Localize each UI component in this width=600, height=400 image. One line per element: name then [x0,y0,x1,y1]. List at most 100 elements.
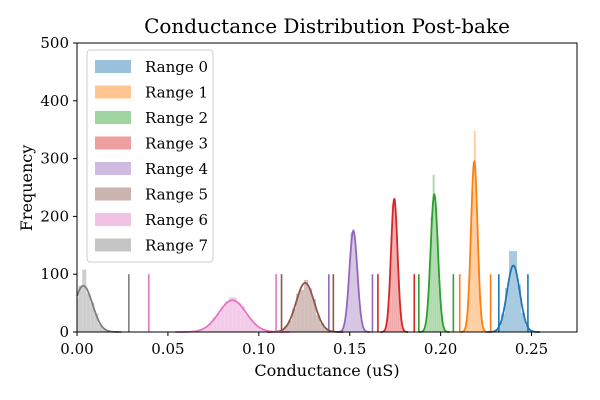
histogram-bar [397,279,400,332]
histogram-bar [440,314,443,332]
legend-swatch [95,136,131,150]
y-tick-label: 0 [59,323,69,341]
histogram-bar [228,297,233,332]
histogram-bar [236,302,241,332]
y-tick-label: 200 [40,207,69,225]
legend-label: Range 7 [145,237,208,255]
legend-box [86,49,214,263]
plot-area [76,130,541,333]
legend-swatch [95,111,131,124]
histogram-range-4 [340,229,367,332]
y-tick-label: 500 [40,34,69,52]
histogram-bar [252,323,257,332]
histogram-bar [77,297,79,332]
legend-label: Range 6 [145,211,208,229]
histogram-bar [399,312,402,332]
histogram-bar [98,324,103,332]
x-tick-label: 0.10 [242,340,275,358]
histogram-bar [90,302,95,332]
legend-label: Range 2 [145,109,208,127]
histogram-bar [521,312,525,332]
y-tick-label: 300 [40,150,69,168]
histogram-bar [232,297,237,332]
histogram-bar [82,269,87,332]
histogram-bar [296,293,301,332]
x-tick-label: 0.00 [60,340,93,358]
histogram-bar [471,191,474,332]
histogram-bar [244,314,249,332]
kde-curve-range-6 [175,299,290,333]
histogram-bar [320,323,325,332]
histogram-bar [312,298,317,332]
y-tick-label: 100 [40,265,69,283]
histogram-bar [216,313,221,332]
histogram-bar [501,313,505,332]
histogram-bar [300,289,305,332]
x-tick-label: 0.25 [515,340,548,358]
histogram-bar [473,130,476,332]
histogram-bar [513,251,517,332]
y-tick-label: 400 [40,92,69,110]
histogram-bar [477,260,480,332]
kde-curve-range-0 [486,264,541,333]
legend-swatch [95,238,131,252]
histogram-bar [284,326,289,332]
histogram-bar [475,201,478,332]
histogram-bar [426,306,429,332]
histogram-bar [200,329,205,332]
histogram-bar [94,313,99,332]
histogram-bar [86,293,91,332]
histogram-range-7 [77,269,111,332]
histogram-bar [393,199,396,332]
histogram-bar [395,236,398,332]
histogram-bar [358,304,361,332]
x-axis: 0.00 0.05 0.10 0.15 0.20 0.25 [60,332,548,358]
histogram-bar [438,289,441,332]
histogram-bar [224,301,229,332]
histogram-bar [352,229,355,332]
legend: Range 0 Range 1 Range 2 Range 3 Range 4 Range… [86,49,214,263]
histogram-bar [465,320,468,332]
histogram-bar [354,245,357,332]
legend-label: Range 1 [145,84,208,102]
histogram-bar [102,328,107,332]
kde-curve-range-4 [336,229,371,333]
histogram-bar [387,301,390,332]
histogram-bar [260,329,265,332]
histogram-bar [356,270,359,332]
histogram-bar [505,288,509,332]
legend-label: Range 4 [145,160,208,178]
histogram-bar [424,324,427,332]
legend-swatch [95,213,131,226]
histogram-bar [517,284,521,332]
kde-curve-range-3 [380,197,409,333]
chart-title: Conductance Distribution Post-bake [144,14,510,38]
histogram-bar [316,315,321,332]
y-axis-label: Frequency [17,145,36,232]
histogram-bar [308,288,313,332]
histogram-bar [256,327,261,332]
histogram-bar [389,256,392,332]
histogram-bar [304,279,309,332]
histogram-bar [509,251,513,332]
legend-swatch [95,60,131,73]
histogram-bar [220,307,225,332]
histogram-bar [469,229,472,332]
x-tick-label: 0.05 [151,340,184,358]
plot-frame [76,42,578,333]
legend-swatch [95,85,131,99]
histogram-bar [436,236,439,332]
x-tick-label: 0.20 [424,340,457,358]
histogram-bar [428,269,431,332]
x-axis-label: Conductance (uS) [254,361,399,380]
legend-label: Range 5 [145,186,208,204]
histogram-bar [360,320,363,332]
histogram-bar [344,318,347,332]
y-axis: 0 100 200 300 400 500 [40,34,77,341]
legend-label: Range 0 [145,58,208,76]
histogram-range-5 [276,279,337,332]
histogram-bar [208,322,213,332]
histogram-range-6 [192,297,273,332]
histogram-bar [430,216,433,332]
